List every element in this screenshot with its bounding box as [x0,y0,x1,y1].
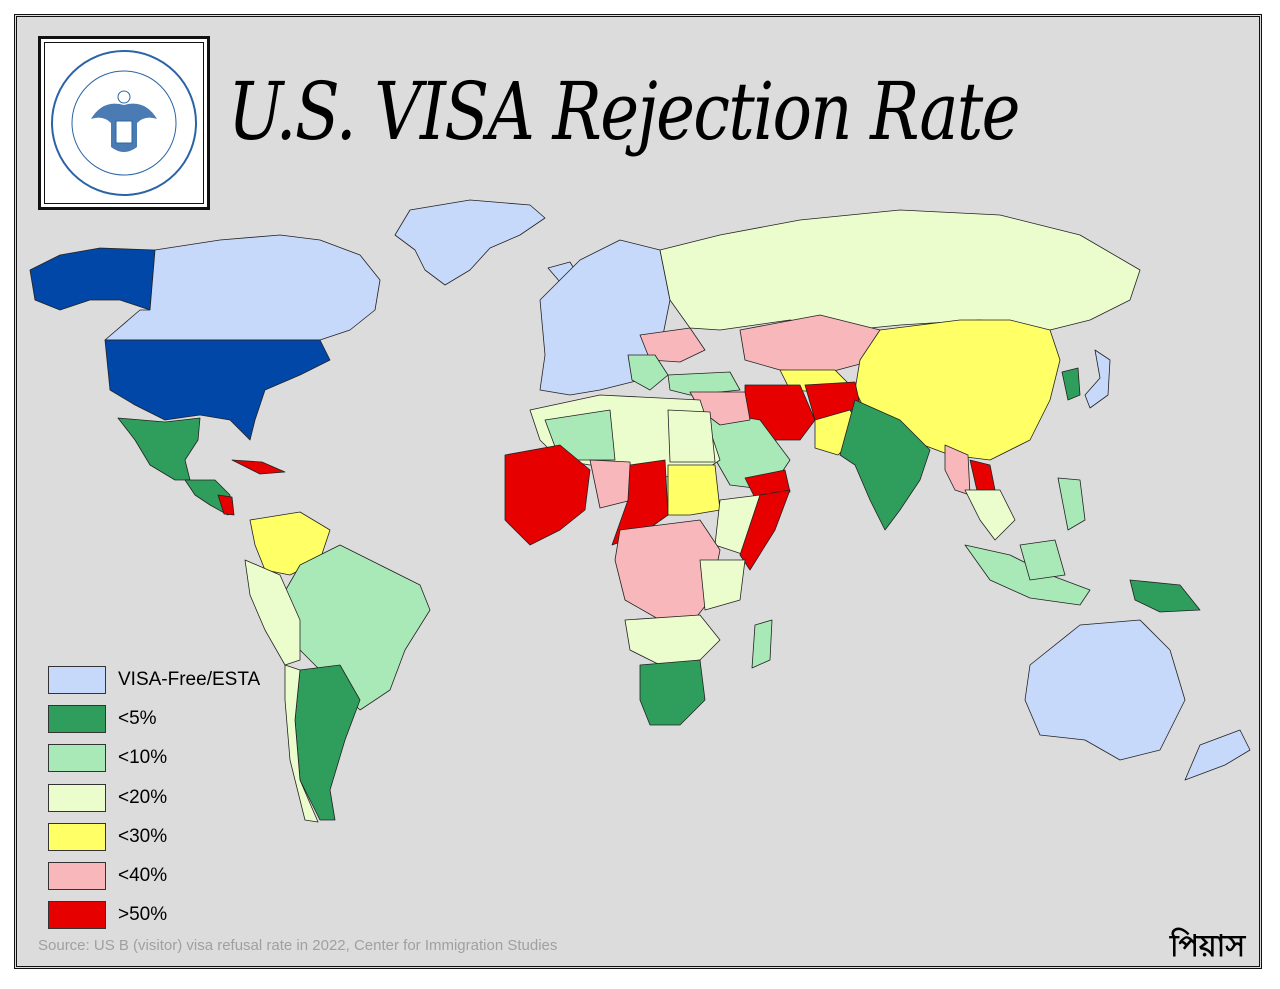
legend-item: <10% [48,739,260,778]
region-yemen [744,469,791,499]
region-egypt [667,409,716,463]
source-note: Source: US B (visitor) visa refusal rate… [38,937,558,954]
region-central-america [184,479,231,516]
legend-label: >50% [118,904,168,926]
legend: VISA-Free/ESTA <5% <10% <20% <30% <40% >50% [48,660,260,935]
region-sahel [589,459,633,509]
legend-item: <20% [48,778,260,817]
region-mexico [117,417,201,481]
region-russia [659,209,1141,331]
legend-item: <30% [48,817,260,856]
legend-item: VISA-Free/ESTA [48,660,260,699]
map-title: U.S. VISA Rejection Rate [228,65,1020,158]
legend-swatch [48,783,106,812]
region-borneo [1019,539,1066,581]
region-new-zealand [1184,729,1251,781]
region-australia [1024,619,1186,761]
legend-label: <20% [118,786,168,808]
region-cuba [231,459,286,475]
legend-swatch [48,744,106,773]
legend-label: VISA-Free/ESTA [118,668,261,690]
department-of-state-seal [38,36,210,210]
author-signature: পিয়াস [1170,929,1246,964]
region-south-africa [639,659,706,726]
region-madagascar [751,619,773,669]
legend-swatch [48,704,106,733]
legend-label: <5% [118,707,157,729]
region-japan [1084,349,1111,409]
legend-item: <40% [48,856,260,895]
legend-label: <30% [118,825,168,847]
region-indonesia [964,544,1091,606]
region-kazakhstan [739,314,881,373]
legend-swatch [48,665,106,694]
region-sudan [667,464,721,516]
region-east-africa [699,559,746,611]
legend-swatch [48,862,106,891]
region-india [839,399,931,531]
legend-label: <40% [118,865,168,887]
region-southern-africa [624,614,721,666]
region-somalia [739,489,791,571]
region-vietnam-thailand [964,489,1016,541]
region-west-africa [504,444,591,546]
region-usa [104,339,331,441]
region-nicaragua [217,494,235,516]
region-greenland [394,199,546,286]
region-balkans [627,354,669,391]
region-peru [244,559,301,666]
region-turkey [667,371,741,396]
seal-emblem [51,50,197,196]
region-alaska [29,247,156,311]
legend-swatch [48,901,106,930]
legend-swatch [48,822,106,851]
region-myanmar [944,444,971,496]
region-papua [1129,579,1201,613]
region-korea [1061,367,1081,401]
region-philippines [1057,477,1086,531]
region-canada [104,234,381,341]
legend-label: <10% [118,747,168,769]
legend-item: <5% [48,699,260,738]
legend-item: >50% [48,896,260,935]
region-chile [284,664,319,823]
